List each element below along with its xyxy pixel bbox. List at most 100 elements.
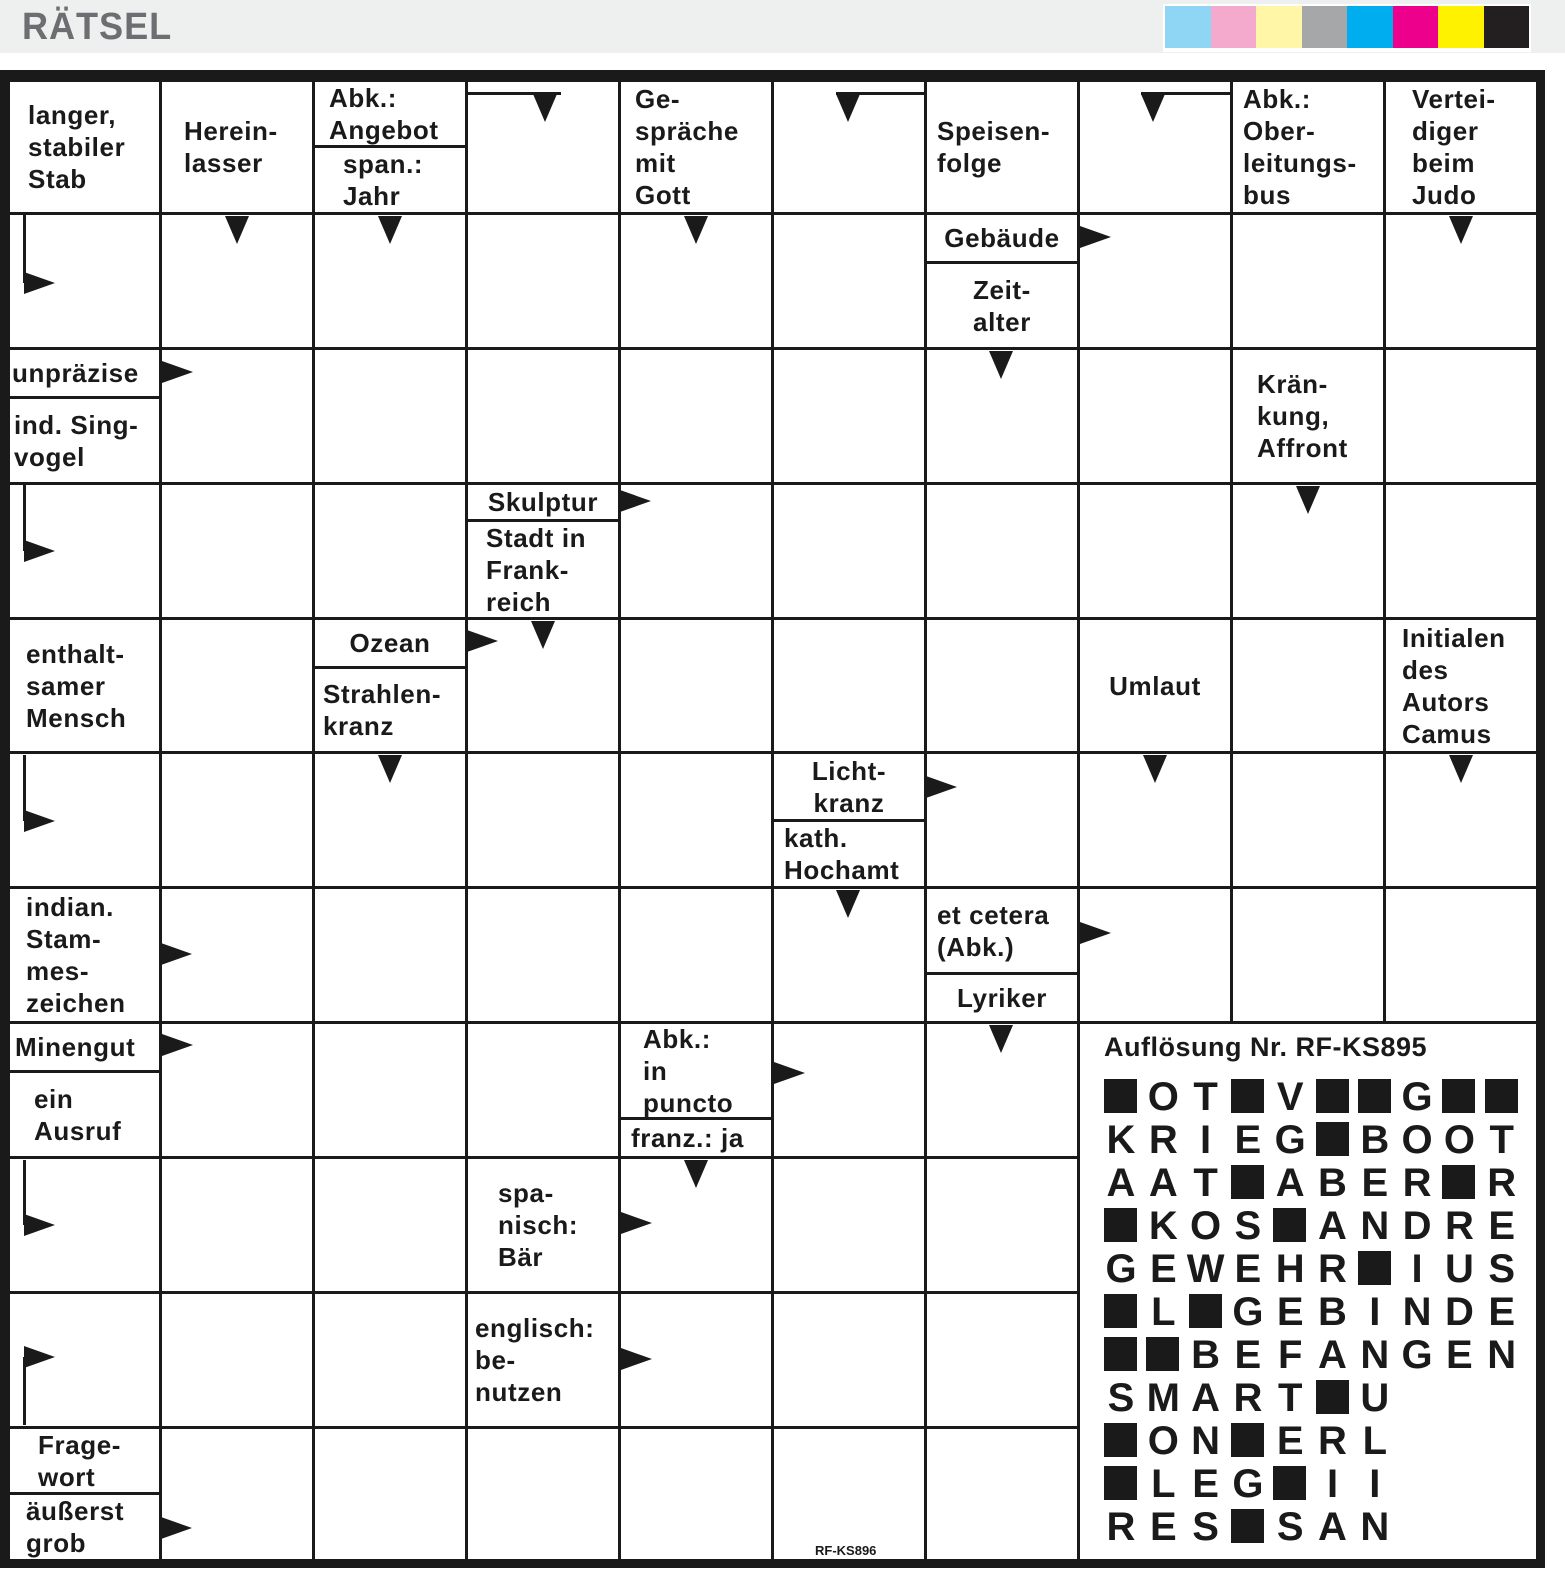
clue-cell[interactable]: Stadt in Frank- reich [486,522,587,617]
clue-cell[interactable]: Lyriker [957,983,1047,1013]
grid-cell[interactable] [927,485,1077,617]
grid-cell[interactable] [774,215,924,347]
grid-cell[interactable] [1386,620,1536,751]
grid-cell[interactable] [162,82,312,212]
clue-cell[interactable]: ein Ausruf [34,1083,122,1146]
grid-cell[interactable] [927,82,1077,212]
clue-cell[interactable]: ind. Sing- vogel [14,409,139,472]
grid-cell[interactable] [621,889,771,1021]
clue-cell[interactable]: Krän- kung, Affront [1257,369,1348,463]
grid-cell[interactable] [468,889,618,1021]
grid-cell[interactable] [927,1159,1077,1291]
clue-cell[interactable]: Strahlen- kranz [323,679,442,741]
clue-cell[interactable]: Initialen des Autors Camus [1402,622,1506,749]
grid-cell[interactable] [1386,350,1536,482]
grid-cell[interactable] [621,1024,771,1156]
grid-cell[interactable] [1386,82,1536,212]
grid-cell[interactable] [1386,485,1536,617]
grid-cell[interactable] [621,754,771,886]
grid-cell[interactable] [774,1429,924,1559]
grid-cell[interactable] [1233,82,1383,212]
grid-cell[interactable] [10,82,159,212]
grid-cell[interactable] [927,620,1077,751]
clue-cell[interactable]: Gebäude [944,223,1060,253]
grid-cell[interactable] [468,485,618,617]
grid-cell[interactable] [1233,215,1383,347]
grid-cell[interactable] [1233,754,1383,886]
clue-cell[interactable]: Minengut [15,1032,136,1062]
grid-cell[interactable] [774,350,924,482]
clue-cell[interactable]: Ozean [349,628,431,658]
grid-cell[interactable] [162,620,312,751]
grid-cell[interactable] [162,754,312,886]
grid-cell[interactable] [315,1159,465,1291]
grid-cell[interactable] [162,1294,312,1426]
grid-cell[interactable] [621,350,771,482]
grid-cell[interactable] [315,1024,465,1156]
grid-cell[interactable] [10,889,159,1021]
grid-cell[interactable] [468,1159,618,1291]
grid-cell[interactable] [468,350,618,482]
grid-cell[interactable] [774,1159,924,1291]
grid-cell[interactable] [927,754,1077,886]
clue-cell[interactable]: kath. Hochamt [784,823,900,885]
grid-cell[interactable] [162,485,312,617]
grid-cell[interactable] [162,1429,312,1559]
grid-cell[interactable] [10,620,159,751]
clue-cell[interactable]: äußerst grob [26,1496,125,1558]
clue-cell[interactable]: Ge- spräche mit Gott [635,84,739,210]
grid-cell[interactable] [1080,350,1230,482]
grid-cell[interactable] [162,1159,312,1291]
grid-cell[interactable] [1080,620,1230,751]
grid-cell[interactable] [315,1294,465,1426]
grid-cell[interactable] [774,1294,924,1426]
grid-cell[interactable] [315,889,465,1021]
clue-cell[interactable]: indian. Stam- mes- zeichen [26,892,126,1018]
grid-cell[interactable] [774,1024,924,1156]
grid-cell[interactable] [468,1024,618,1156]
clue-cell[interactable]: Zeit- alter [973,274,1031,337]
grid-cell[interactable] [621,620,771,751]
clue-cell[interactable]: Abk.: Angebot [329,82,439,145]
grid-cell[interactable] [315,620,465,751]
grid-cell[interactable] [621,1429,771,1559]
grid-cell[interactable] [774,485,924,617]
clue-cell[interactable]: langer, stabiler Stab [28,100,126,194]
grid-cell[interactable] [927,1294,1077,1426]
clue-cell[interactable]: enthalt- samer Mensch [26,638,127,733]
clue-cell[interactable]: Licht- kranz [811,755,887,818]
grid-cell[interactable] [315,350,465,482]
clue-cell[interactable]: Frage- wort [38,1429,122,1492]
grid-cell[interactable] [1080,485,1230,617]
clue-cell[interactable]: unpräzise [12,358,139,388]
grid-cell[interactable] [468,215,618,347]
clue-cell[interactable]: span.: Jahr [343,149,424,211]
clue-cell[interactable]: spa- nisch: Bär [498,1178,579,1272]
grid-cell[interactable] [468,1429,618,1559]
grid-cell[interactable] [774,620,924,751]
clue-cell[interactable]: Abk.: in puncto [643,1023,734,1118]
clue-cell[interactable]: et cetera (Abk.) [937,899,1050,962]
grid-cell[interactable] [315,485,465,617]
clue-cell[interactable]: Abk.: Ober- leitungs- bus [1243,84,1357,210]
grid-cell[interactable] [1233,350,1383,482]
clue-cell[interactable]: Herein- lasser [184,116,278,178]
grid-cell[interactable] [468,1294,618,1426]
grid-cell[interactable] [621,82,771,212]
grid-cell[interactable] [468,754,618,886]
clue-cell[interactable]: Speisen- folge [937,116,1051,178]
grid-cell[interactable] [1386,889,1536,1021]
grid-cell[interactable] [1233,889,1383,1021]
grid-cell[interactable] [315,1429,465,1559]
grid-cell[interactable] [10,1024,159,1156]
grid-cell[interactable] [927,215,1077,347]
clue-cell[interactable]: franz.: ja [631,1123,744,1153]
grid-cell[interactable] [1080,889,1230,1021]
clue-cell[interactable]: Skulptur [487,487,599,517]
grid-cell[interactable] [927,1429,1077,1559]
grid-cell[interactable] [1233,620,1383,751]
grid-cell[interactable] [10,350,159,482]
clue-cell[interactable]: Vertei- diger beim Judo [1412,84,1496,210]
clue-cell[interactable]: englisch: be- nutzen [475,1313,595,1407]
clue-cell[interactable]: Umlaut [1109,670,1201,701]
